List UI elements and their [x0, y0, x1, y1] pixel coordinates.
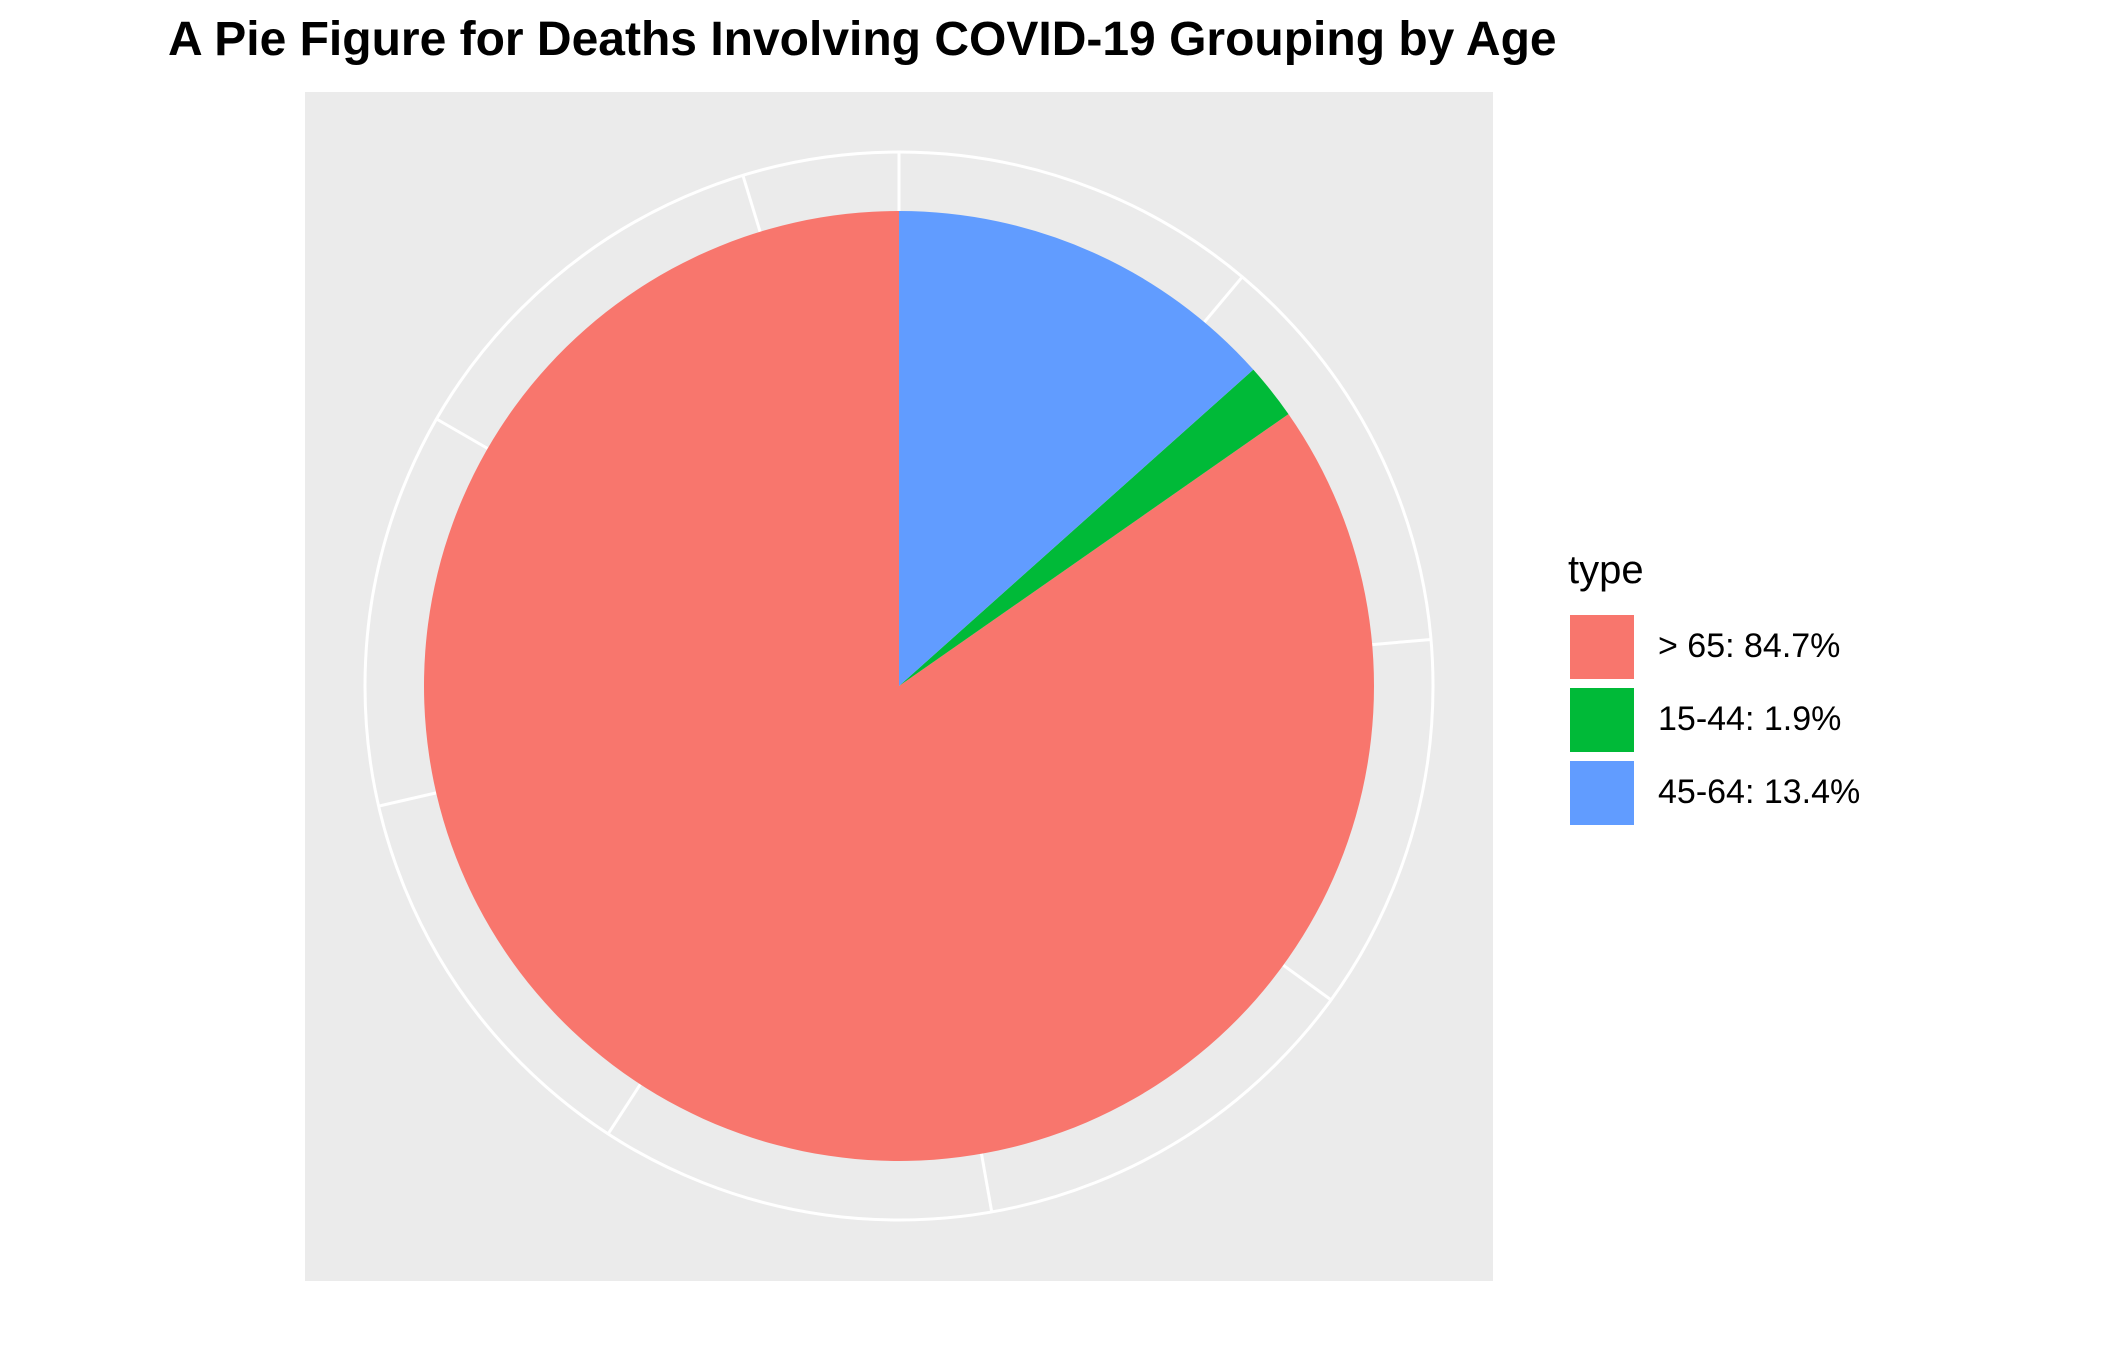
legend-label: > 65: 84.7% — [1658, 627, 1841, 665]
pie-slice-3 — [899, 211, 1254, 686]
legend-item-1: > 65: 84.7% — [1568, 610, 1860, 683]
legend-label: 45-64: 13.4% — [1658, 773, 1861, 811]
grid-spoke — [606, 1083, 642, 1135]
legend-swatch — [1568, 612, 1636, 681]
legend-label: 15-44: 1.9% — [1658, 700, 1842, 738]
grid-spoke — [980, 1153, 994, 1213]
pie-slice-2 — [899, 369, 1289, 686]
legend: type > 65: 84.7% 15-44: 1.9% 45-64: 13.4% — [1568, 540, 1860, 829]
grid-spoke — [1282, 963, 1332, 1002]
legend-item-2: 15-44: 1.9% — [1568, 683, 1860, 756]
grid-spoke — [741, 174, 762, 233]
legend-item-3: 45-64: 13.4% — [1568, 756, 1860, 829]
grid-layer — [363, 150, 1435, 1222]
grid-spoke — [1372, 637, 1432, 647]
grid-spoke — [435, 417, 489, 450]
slice-layer — [423, 211, 1375, 1161]
grid-spoke — [1203, 275, 1244, 324]
legend-swatch — [1568, 685, 1636, 754]
legend-swatch — [1568, 758, 1636, 827]
chart-title: A Pie Figure for Deaths Involving COVID-… — [168, 13, 1557, 66]
legend-title: type — [1568, 548, 1644, 592]
legend-items: > 65: 84.7% 15-44: 1.9% 45-64: 13.4% — [1568, 610, 1860, 829]
grid-spoke — [378, 791, 437, 808]
